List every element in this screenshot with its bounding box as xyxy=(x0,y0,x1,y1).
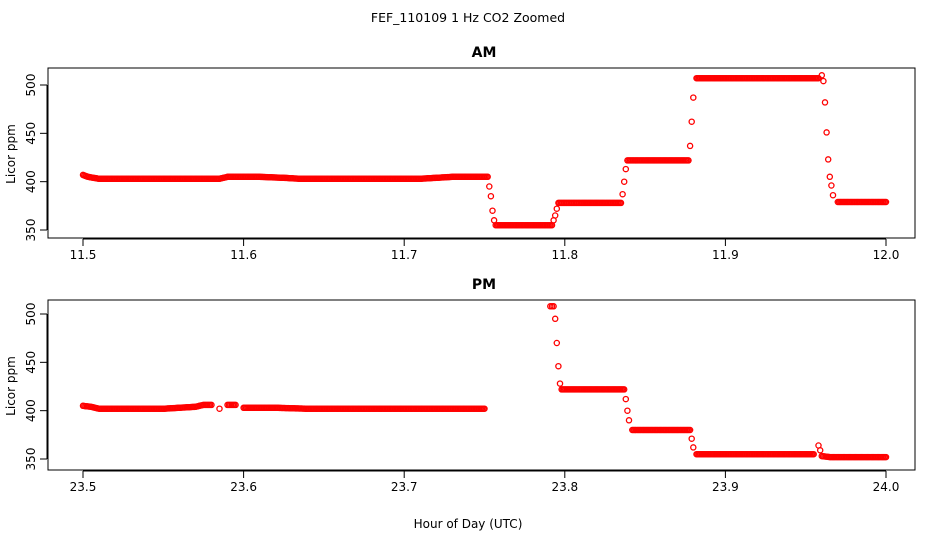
am-x-tick-label: 11.9 xyxy=(712,248,739,262)
pm-y-tick-label: 450 xyxy=(24,351,38,374)
am-x-axis: 11.5 11.6 11.7 11.8 11.9 12.0 xyxy=(70,238,900,262)
am-data-point xyxy=(489,207,496,214)
pm-x-tick-label: 23.5 xyxy=(70,480,97,494)
pm-data-point xyxy=(690,444,697,451)
figure-title: FEF_110109 1 Hz CO2 Zoomed xyxy=(371,10,565,25)
pm-y-tick-label: 400 xyxy=(24,399,38,422)
am-data-point xyxy=(688,118,695,125)
am-data-point xyxy=(820,77,827,85)
pm-data-point xyxy=(622,395,630,403)
am-data-point xyxy=(818,72,826,79)
pm-y-tick-label: 350 xyxy=(24,448,38,471)
am-data-point xyxy=(617,199,625,207)
pm-y-axis-label: Licor ppm xyxy=(4,356,18,416)
pm-data-point xyxy=(810,450,817,458)
pm-data-point xyxy=(688,435,695,442)
pm-x-tick-label: 23.6 xyxy=(230,480,257,494)
am-data-point xyxy=(826,173,834,181)
pm-y-axis: 350 400 450 500 xyxy=(24,303,48,471)
am-data-point xyxy=(821,99,829,106)
am-data-point xyxy=(685,157,692,164)
pm-data-point xyxy=(216,405,223,412)
pm-data-point xyxy=(686,426,694,434)
am-data-point xyxy=(824,156,832,163)
am-data-point xyxy=(486,183,493,190)
pm-plot-frame xyxy=(47,299,916,471)
am-data-point xyxy=(619,190,626,198)
pm-data-point xyxy=(556,380,564,387)
pm-y-tick-label: 500 xyxy=(24,303,38,326)
am-data-point xyxy=(484,173,491,181)
am-y-tick-label: 400 xyxy=(24,170,38,193)
am-data-point xyxy=(686,142,694,150)
am-data-point xyxy=(622,165,630,173)
am-data-point xyxy=(882,198,890,206)
pm-data-point xyxy=(882,453,890,461)
pm-data-point xyxy=(816,447,824,454)
pm-data-point xyxy=(232,401,239,409)
am-data-point xyxy=(690,94,697,101)
am-panel: AM 11.5 11.6 11.7 11.8 11.9 12.0 350 400 450 500… xyxy=(4,45,916,262)
pm-x-tick-label: 23.8 xyxy=(551,480,578,494)
am-data-points xyxy=(79,72,890,229)
am-y-axis: 350 400 450 500 xyxy=(24,74,48,242)
am-data-point xyxy=(553,205,561,212)
am-y-tick-label: 450 xyxy=(24,122,38,145)
pm-x-tick-label: 24.0 xyxy=(873,480,900,494)
pm-data-point xyxy=(625,417,633,424)
pm-data-point xyxy=(551,315,559,323)
am-y-tick-label: 500 xyxy=(24,74,38,97)
pm-data-point xyxy=(208,401,215,409)
am-x-tick-label: 11.7 xyxy=(391,248,418,262)
pm-x-tick-label: 23.7 xyxy=(391,480,418,494)
pm-data-point xyxy=(481,405,488,412)
pm-data-point xyxy=(555,362,562,370)
am-plot-frame xyxy=(47,67,916,239)
am-x-tick-label: 11.6 xyxy=(230,248,257,262)
am-data-point xyxy=(487,192,495,200)
pm-data-point xyxy=(550,303,557,310)
pm-data-point xyxy=(624,407,631,414)
am-y-axis-label: Licor ppm xyxy=(4,124,18,184)
am-panel-title: AM xyxy=(472,45,497,61)
am-data-point xyxy=(829,191,837,199)
pm-data-point xyxy=(553,339,561,347)
pm-panel: PM 23.5 23.6 23.7 23.8 23.9 24.0 350 400 450 500… xyxy=(4,277,916,494)
am-x-tick-label: 11.8 xyxy=(551,248,578,262)
am-data-point xyxy=(823,129,830,136)
am-data-point xyxy=(551,212,559,219)
pm-x-tick-label: 23.9 xyxy=(712,480,739,494)
pm-data-points xyxy=(79,303,890,461)
am-data-point xyxy=(620,178,628,185)
am-y-tick-label: 350 xyxy=(24,219,38,242)
am-x-tick-label: 11.5 xyxy=(70,248,97,262)
figure-x-axis-label: Hour of Day (UTC) xyxy=(414,517,523,531)
am-data-point xyxy=(828,182,835,189)
pm-data-point xyxy=(620,386,628,393)
am-x-tick-label: 12.0 xyxy=(873,248,900,262)
pm-x-axis: 23.5 23.6 23.7 23.8 23.9 24.0 xyxy=(70,470,900,494)
pm-panel-title: PM xyxy=(472,277,496,293)
